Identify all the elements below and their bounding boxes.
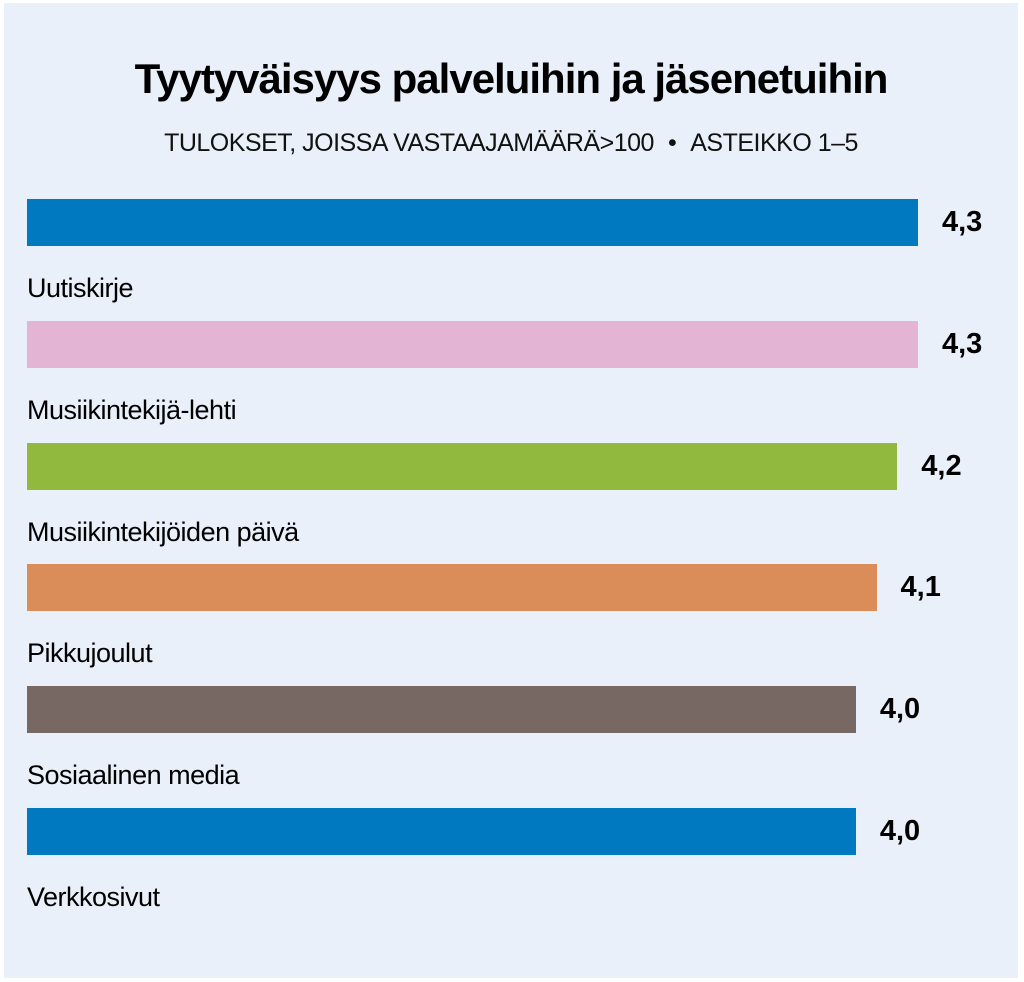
- subtitle-results: TULOKSET, JOISSA VASTAAJAMÄÄRÄ>100: [164, 129, 654, 157]
- category-label: Pikkujoulut: [27, 638, 153, 669]
- chart-subtitle: TULOKSET, JOISSA VASTAAJAMÄÄRÄ>100 • ASTEI…: [4, 129, 1018, 158]
- category-label: Verkkosivut: [27, 882, 160, 912]
- subtitle-separator: •: [667, 129, 677, 157]
- bar-value-label: 4,0: [879, 815, 921, 847]
- bars-area: 4,3 Uutiskirje 4,3 Musiikintekijä-lehti 4,2 M…: [4, 3, 1018, 978]
- bar-1: [27, 199, 918, 246]
- bar-value-label: 4,1: [900, 571, 941, 604]
- subtitle-scale: ASTEIKKO 1–5: [690, 129, 858, 157]
- chart-title: Tyytyväisyys palveluihin ja jäsenetuihin: [134, 55, 889, 102]
- bar-value-label: 4,2: [921, 449, 962, 482]
- bar-value-label: 4,3: [942, 327, 983, 360]
- bar-6: [27, 808, 856, 855]
- category-label: Musiikintekijöiden päivä: [27, 516, 299, 547]
- category-label: Uutiskirje: [27, 273, 134, 303]
- chart-panel: Tyytyväisyys palveluihin ja jäsenetuihin…: [4, 3, 1018, 978]
- bar-5: [27, 686, 856, 734]
- category-label: Musiikintekijä-lehti: [27, 394, 237, 425]
- bar-4: [27, 564, 877, 612]
- bar-2: [27, 320, 918, 368]
- bar-3: [27, 442, 898, 490]
- bar-value-label: 4,3: [942, 206, 983, 238]
- category-label: Sosiaalinen media: [27, 760, 240, 791]
- bar-value-label: 4,0: [879, 693, 921, 726]
